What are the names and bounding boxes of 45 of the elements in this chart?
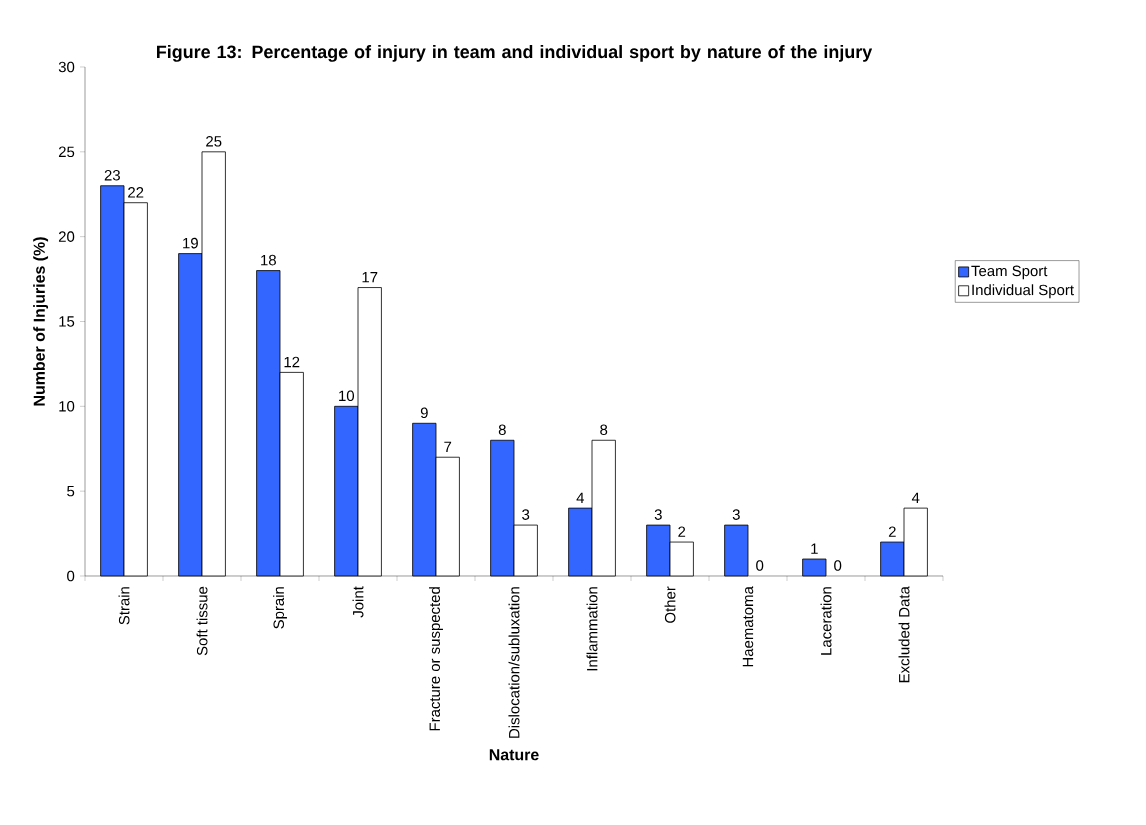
data-label: 7: [444, 441, 452, 453]
data-label: 17: [362, 272, 378, 283]
data-label: 12: [284, 356, 300, 368]
data-label: 9: [420, 407, 428, 419]
x-tick-label: Inflammation: [586, 587, 598, 671]
x-tick-label: Excluded Data: [898, 586, 910, 683]
x-tick-label: Fracture or suspected: [429, 587, 443, 731]
data-label: 0: [834, 560, 842, 571]
data-label: 1: [811, 543, 818, 554]
data-label: 3: [522, 509, 530, 520]
y-tick-label: 20: [58, 231, 75, 242]
data-label: 2: [888, 526, 896, 537]
data-label: 19: [183, 237, 198, 249]
data-label: 8: [498, 424, 506, 436]
x-tick-label: Strain: [118, 587, 130, 625]
data-label: 8: [600, 424, 608, 436]
x-tick-label: Other: [664, 586, 676, 623]
x-tick-label: Laceration: [820, 587, 832, 655]
y-tick-label: 0: [67, 570, 75, 582]
data-label: 4: [911, 492, 920, 503]
x-axis-title: Nature: [489, 749, 539, 761]
data-label: 0: [756, 560, 764, 571]
y-tick-label: 5: [67, 485, 75, 497]
data-label: 25: [206, 136, 222, 147]
data-label: 18: [261, 254, 276, 266]
data-label: 3: [654, 509, 662, 520]
x-tick-label: Joint: [352, 586, 364, 618]
y-tick-label: 15: [59, 316, 75, 327]
y-tick-label: 10: [59, 401, 75, 412]
x-tick-label: Haematoma: [742, 586, 754, 667]
chart-title: Figure 13: Percentage of injury in team and individual sport by nature of the injury: [157, 45, 873, 62]
data-label: 23: [104, 169, 120, 181]
x-tick-label: Sprain: [273, 587, 287, 629]
data-label: 2: [678, 526, 686, 537]
legend-label: Team Sport: [971, 265, 1048, 280]
x-tick-label: Soft tissue: [196, 586, 208, 656]
x-tick-label: Dislocation/subluxation: [508, 587, 520, 738]
data-label: 10: [339, 390, 355, 402]
data-label: 22: [128, 187, 144, 198]
y-tick-label: 25: [58, 146, 75, 158]
data-label: 4: [576, 492, 585, 503]
legend-label: Individual Sport: [972, 284, 1074, 299]
data-label: 3: [732, 509, 740, 520]
y-axis-title: Number of Injuries (%): [33, 237, 49, 406]
y-tick-label: 30: [58, 61, 75, 73]
